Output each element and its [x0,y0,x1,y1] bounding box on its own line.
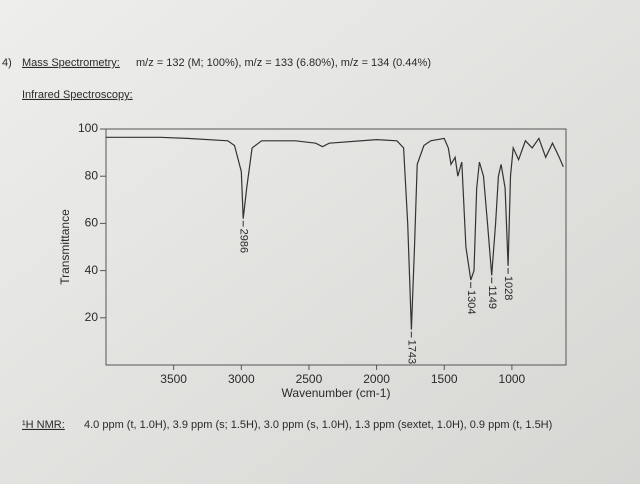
ms-text: m/z = 132 (M; 100%), m/z = 133 (6.80%), … [136,57,431,69]
y-tick-label: 20 [85,310,99,324]
y-tick-label: 40 [85,263,99,277]
peak-label: 1149 [486,285,498,309]
x-tick-label: 2500 [296,372,323,386]
x-axis-label: Wavenumber (cm-1) [282,386,391,400]
x-tick-label: 3500 [160,372,187,386]
x-tick-label: 3000 [228,372,255,386]
y-axis-label: Transmittance [58,209,72,285]
spectrum-line [106,136,564,330]
peak-label: 1743 [405,340,417,364]
nmr-label: ¹H NMR: [22,419,65,431]
y-tick-label: 80 [85,168,99,182]
ms-label: Mass Spectrometry: [22,57,120,69]
peak-label: 1028 [502,276,514,300]
ir-heading: Infrared Spectroscopy: [22,89,133,101]
problem-number: 4) [2,57,12,69]
plot-frame [105,128,567,366]
y-tick-label: 100 [78,121,98,135]
nmr-text: 4.0 ppm (t, 1.0H), 3.9 ppm (s; 1.5H), 3.… [84,419,552,431]
peak-label: 1304 [465,290,477,314]
x-tick-label: 2000 [363,372,390,386]
x-tick-label: 1000 [499,372,526,386]
x-tick-label: 1500 [431,372,458,386]
peak-label: 2986 [237,229,249,253]
y-tick-label: 60 [85,216,99,230]
